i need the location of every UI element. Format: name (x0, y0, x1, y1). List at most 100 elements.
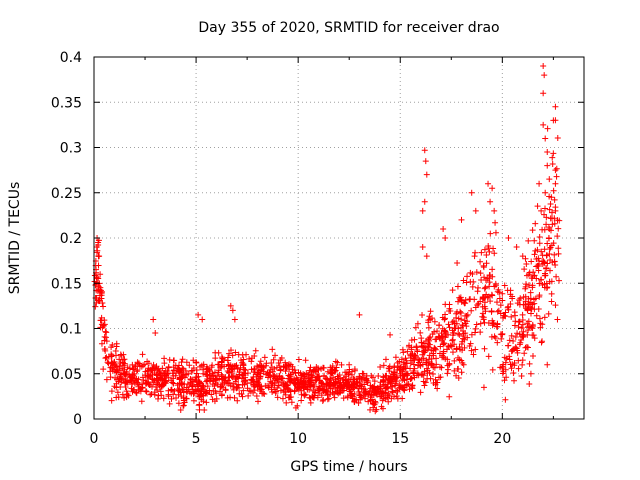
data-point (482, 277, 489, 284)
data-point (460, 330, 467, 337)
data-point (550, 150, 557, 157)
data-point (285, 372, 292, 379)
data-point (211, 398, 218, 405)
data-point (279, 375, 286, 382)
x-tick-labels: 0 5 10 15 20 (90, 431, 512, 447)
data-point (121, 394, 128, 401)
data-point (547, 256, 554, 263)
data-point (536, 234, 543, 241)
data-point (429, 371, 436, 378)
data-point (103, 376, 110, 383)
data-point (410, 361, 417, 368)
data-point (199, 316, 206, 323)
data-point (548, 298, 555, 305)
data-point (357, 379, 364, 386)
data-point (148, 375, 155, 382)
data-point (401, 387, 408, 394)
data-point (489, 185, 496, 192)
data-point (460, 361, 467, 368)
data-point (278, 354, 285, 361)
data-point (483, 291, 490, 298)
data-point (510, 370, 517, 377)
data-point (367, 406, 374, 413)
data-point (510, 346, 517, 353)
data-point (209, 370, 216, 377)
data-point (291, 367, 298, 374)
data-point (218, 383, 225, 390)
data-point (193, 359, 200, 366)
data-point (473, 269, 480, 276)
data-point (267, 373, 274, 380)
data-point (332, 367, 339, 374)
data-point (280, 364, 287, 371)
data-point (425, 317, 432, 324)
data-point (528, 258, 535, 265)
data-point (536, 240, 543, 247)
data-point (278, 379, 285, 386)
data-point (534, 262, 541, 269)
y-tick-label: 0.25 (51, 186, 82, 202)
data-point (489, 366, 496, 373)
data-point (95, 262, 102, 269)
data-point (508, 332, 515, 339)
y-tick-label: 0.2 (60, 231, 82, 247)
data-point (554, 233, 561, 240)
data-point (306, 386, 313, 393)
data-point (131, 370, 138, 377)
data-point (215, 367, 222, 374)
data-point (467, 269, 474, 276)
data-point (179, 374, 186, 381)
data-point (425, 344, 432, 351)
data-point (551, 215, 558, 222)
data-point (404, 370, 411, 377)
data-point (509, 293, 516, 300)
data-point (453, 346, 460, 353)
data-point (173, 394, 180, 401)
data-point (419, 244, 426, 251)
data-point (522, 255, 529, 262)
data-point (184, 381, 191, 388)
data-point (342, 369, 349, 376)
data-point (556, 277, 563, 284)
x-tick-label: 10 (289, 431, 307, 447)
data-point (385, 398, 392, 405)
data-point (454, 260, 461, 267)
data-point (422, 379, 429, 386)
data-point (276, 372, 283, 379)
data-point (417, 329, 424, 336)
data-point (437, 363, 444, 370)
data-point (403, 360, 410, 367)
data-point (291, 387, 298, 394)
data-point (103, 338, 110, 345)
data-point (480, 316, 487, 323)
data-point (532, 247, 539, 254)
data-point (134, 359, 141, 366)
data-point (446, 305, 453, 312)
data-point (286, 373, 293, 380)
data-point (338, 361, 345, 368)
data-point (519, 357, 526, 364)
data-point (468, 331, 475, 338)
data-point (294, 383, 301, 390)
data-point (150, 316, 157, 323)
data-point (549, 154, 556, 161)
data-point (272, 352, 279, 359)
y-tick-label: 0.3 (60, 141, 82, 157)
data-point (171, 387, 178, 394)
data-point (129, 361, 136, 368)
data-point (542, 135, 549, 142)
data-point (220, 375, 227, 382)
data-point (455, 330, 462, 337)
data-point (270, 356, 277, 363)
data-point (359, 376, 366, 383)
data-point (467, 340, 474, 347)
data-point (332, 358, 339, 365)
data-point (513, 345, 520, 352)
data-point (92, 303, 99, 310)
data-point (402, 382, 409, 389)
data-point (200, 383, 207, 390)
data-point (123, 370, 130, 377)
data-point (264, 374, 271, 381)
data-point (249, 377, 256, 384)
